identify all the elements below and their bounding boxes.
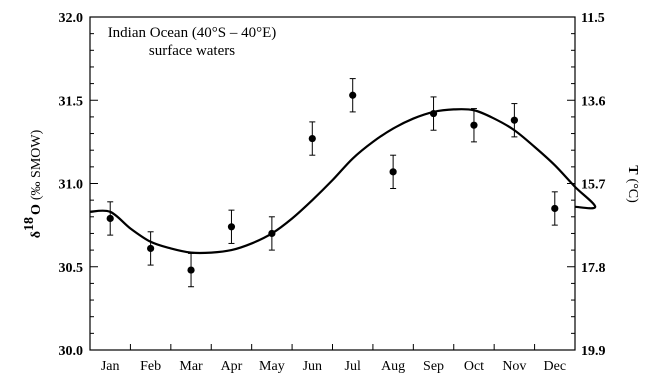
right-tick-label: 19.9 xyxy=(581,344,606,359)
marker-dot xyxy=(147,244,155,253)
data-point-jan xyxy=(106,201,114,236)
month-label: Feb xyxy=(140,359,161,374)
month-label: Sep xyxy=(423,359,444,374)
month-label: Jan xyxy=(101,359,120,374)
left-axis-tick-labels: 30.0 30.5 31.0 31.5 32.0 xyxy=(59,11,84,359)
month-label: Aug xyxy=(381,359,405,374)
data-point-dec xyxy=(551,191,559,226)
left-tick-label: 31.5 xyxy=(59,94,84,109)
data-point-apr xyxy=(227,209,236,244)
left-axis-ticks xyxy=(90,16,98,351)
marker-dot xyxy=(187,266,195,274)
marker-dot xyxy=(106,214,114,223)
fitted-curve-line xyxy=(89,108,597,255)
data-point-feb xyxy=(147,231,155,266)
right-tick-label: 11.5 xyxy=(581,11,605,26)
data-point-jul xyxy=(349,78,357,113)
left-tick-label: 30.5 xyxy=(59,261,84,276)
marker-dot xyxy=(510,116,518,124)
marker-dot xyxy=(389,168,397,176)
plot-frame xyxy=(89,16,576,351)
chart-subtitle: surface waters xyxy=(149,43,235,59)
month-label: Jul xyxy=(345,359,361,374)
month-label: Mar xyxy=(179,359,203,374)
left-tick-label: 32.0 xyxy=(59,11,84,26)
right-axis-title: T(°C) xyxy=(625,165,640,203)
right-tick-label: 17.8 xyxy=(581,261,606,276)
data-point-mar xyxy=(187,252,195,288)
right-tick-label: 13.6 xyxy=(581,94,606,109)
data-point-aug xyxy=(389,154,397,189)
right-tick-label: 15.7 xyxy=(581,178,606,193)
right-axis-tick-labels: 11.5 13.6 15.7 17.8 19.9 xyxy=(581,11,606,359)
right-axis-ticks xyxy=(567,16,575,351)
plot-area xyxy=(89,16,576,351)
marker-dot xyxy=(268,229,276,238)
marker-dot xyxy=(349,91,357,99)
data-point-may xyxy=(268,216,276,251)
marker-dot xyxy=(470,121,478,129)
marker-dot xyxy=(227,223,236,231)
chart-title: Indian Ocean (40°S – 40°E) xyxy=(108,25,277,41)
left-tick-label: 31.0 xyxy=(59,178,84,193)
month-label: Jun xyxy=(303,359,322,374)
data-point-sep xyxy=(429,96,438,131)
left-axis-title: δ18O(‰ SMOW) xyxy=(22,129,44,238)
data-point-jun xyxy=(308,121,316,156)
month-label: May xyxy=(259,359,285,374)
month-label: Dec xyxy=(544,359,567,374)
marker-dot xyxy=(551,204,559,213)
data-point-oct xyxy=(470,108,478,143)
month-label: Nov xyxy=(502,359,526,374)
marker-dot xyxy=(308,134,316,143)
x-axis-tick-labels: Jan Feb Mar Apr May Jun Jul Aug Sep Oct Nov Dec xyxy=(101,359,566,374)
left-tick-label: 30.0 xyxy=(59,344,84,359)
data-point-nov xyxy=(510,103,518,138)
bottom-axis-ticks xyxy=(89,344,576,350)
month-label: Apr xyxy=(221,359,243,374)
marker-dot xyxy=(429,109,438,118)
data-points xyxy=(106,78,559,288)
month-label: Oct xyxy=(464,359,484,374)
